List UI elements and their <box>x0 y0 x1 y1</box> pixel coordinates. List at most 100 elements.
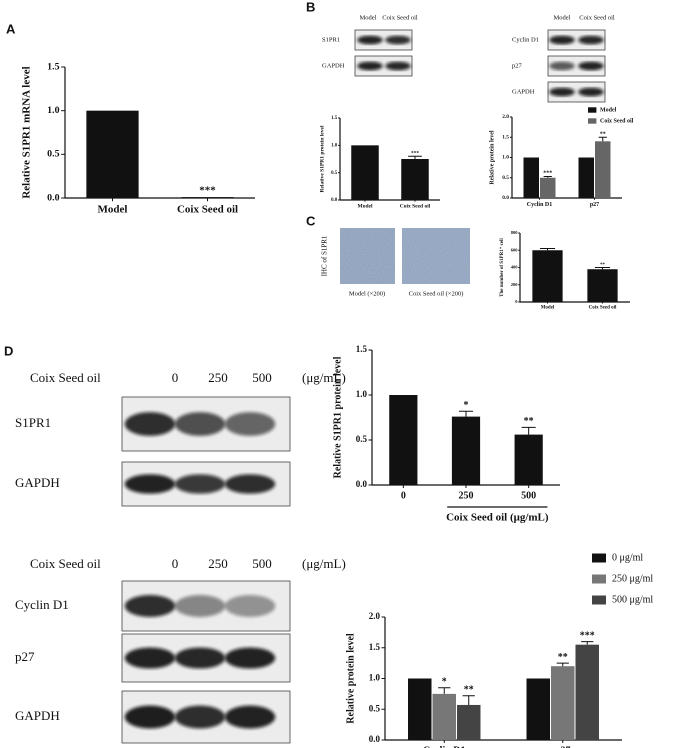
y-axis-label: Relative S1PR1 mRNA level <box>21 66 33 198</box>
significance: ** <box>464 685 474 696</box>
blot-strip <box>547 55 606 77</box>
lane-header: 0 <box>172 556 179 571</box>
row-label: p27 <box>512 62 523 69</box>
row-label: GAPDH <box>15 475 60 490</box>
x-tick-label: 250 <box>459 490 474 501</box>
blot-band <box>124 705 176 729</box>
blot-band <box>224 595 276 617</box>
bar <box>532 250 563 302</box>
row-label: S1PR1 <box>322 36 340 43</box>
row-label: GAPDH <box>322 62 345 69</box>
row-label: S1PR1 <box>15 415 51 430</box>
bar <box>578 157 594 198</box>
significance: ** <box>558 652 568 663</box>
y-tick-label: 1.5 <box>356 344 368 354</box>
y-axis-label: Relative S1PR1 protein level <box>319 125 325 192</box>
y-tick-label: 1.5 <box>369 642 381 652</box>
blot-band <box>174 595 226 617</box>
error-bar <box>539 248 556 251</box>
lane-header: Coix Seed oil <box>579 14 615 21</box>
row-label: p27 <box>15 649 35 664</box>
significance: ** <box>524 416 534 427</box>
lane-header: 0 <box>172 370 179 385</box>
error-bar <box>438 687 451 694</box>
blot-band <box>549 87 575 97</box>
lane-header: Coix Seed oil <box>382 14 418 21</box>
bar <box>432 693 456 740</box>
lane-header: Model <box>360 14 377 21</box>
y-tick-label: 0.0 <box>356 479 368 489</box>
blot-band <box>174 412 226 436</box>
y-tick-label: 200 <box>511 282 519 287</box>
ihc-texture <box>340 228 395 284</box>
significance: *** <box>411 151 420 157</box>
bar <box>595 141 611 198</box>
blot-band <box>124 647 176 669</box>
blot-band <box>174 474 226 494</box>
lane-header: 500 <box>252 370 272 385</box>
blot-band <box>385 35 411 45</box>
significance: *** <box>543 171 552 177</box>
y-tick-label: 800 <box>511 230 519 235</box>
panel-letter: D <box>4 343 13 358</box>
bar <box>86 110 139 198</box>
y-tick-label: 0.5 <box>331 171 338 176</box>
blot-strip <box>354 29 413 51</box>
blot-strip <box>354 55 413 77</box>
y-tick-label: 0.0 <box>369 734 381 744</box>
y-tick-label: 1.0 <box>47 105 59 116</box>
y-tick-label: 2.0 <box>369 611 381 621</box>
x-tick-label: Cyclin D1 <box>423 745 466 748</box>
lane-header: 500 <box>252 556 272 571</box>
error-bar <box>408 155 422 159</box>
blot-band <box>578 61 604 71</box>
legend-label: 500 μg/ml <box>612 594 653 605</box>
legend-swatch <box>588 107 597 113</box>
x-tick-label: 500 <box>521 490 536 501</box>
y-axis-label: Relative protein level <box>345 633 356 724</box>
bar <box>551 666 575 740</box>
blot-band <box>549 35 575 45</box>
x-axis-label: Coix Seed oil (μg/mL) <box>446 512 549 524</box>
blot-band <box>124 412 176 436</box>
y-tick-label: 0 <box>515 299 518 304</box>
x-tick-label: p27 <box>555 745 571 748</box>
significance: ** <box>600 131 606 137</box>
y-tick-label: 0.0 <box>47 192 59 203</box>
treatment-label: Coix Seed oil <box>30 556 101 571</box>
blot-band <box>578 87 604 97</box>
blot-band <box>357 61 383 71</box>
y-tick-label: 1.0 <box>369 673 381 683</box>
y-axis-label: Relative S1PR1 protein level <box>332 356 343 478</box>
legend-swatch <box>592 574 606 584</box>
x-tick-label: Model <box>358 203 373 209</box>
bar <box>587 269 618 302</box>
significance: ** <box>600 263 606 268</box>
bar <box>575 644 599 740</box>
bar <box>523 157 539 198</box>
x-tick-label: 0 <box>401 490 406 501</box>
legend-label: 250 μg/ml <box>612 573 653 584</box>
blot-band <box>578 35 604 45</box>
error-bar <box>598 136 607 142</box>
y-tick-label: 600 <box>511 247 519 252</box>
y-tick-label: 0.0 <box>331 198 338 203</box>
blot-band <box>174 647 226 669</box>
error-bar <box>556 662 569 667</box>
ihc-label: IHC of S1PR1 <box>321 235 329 276</box>
blot-band <box>124 474 176 494</box>
y-tick-label: 1.5 <box>502 134 509 140</box>
blot-band <box>224 412 276 436</box>
error-bar <box>543 176 552 178</box>
unit-label: (μg/mL) <box>302 556 346 571</box>
bar <box>526 678 551 740</box>
treatment-label: Coix Seed oil <box>30 370 101 385</box>
blot-band <box>224 705 276 729</box>
legend-swatch <box>588 118 597 124</box>
y-tick-label: 1.5 <box>47 61 59 72</box>
row-label: Cyclin D1 <box>15 597 69 612</box>
bar <box>181 197 234 198</box>
y-tick-label: 0.5 <box>47 149 59 160</box>
y-tick-label: 0.0 <box>502 195 509 201</box>
y-axis-label: Relative protein level <box>489 130 495 185</box>
